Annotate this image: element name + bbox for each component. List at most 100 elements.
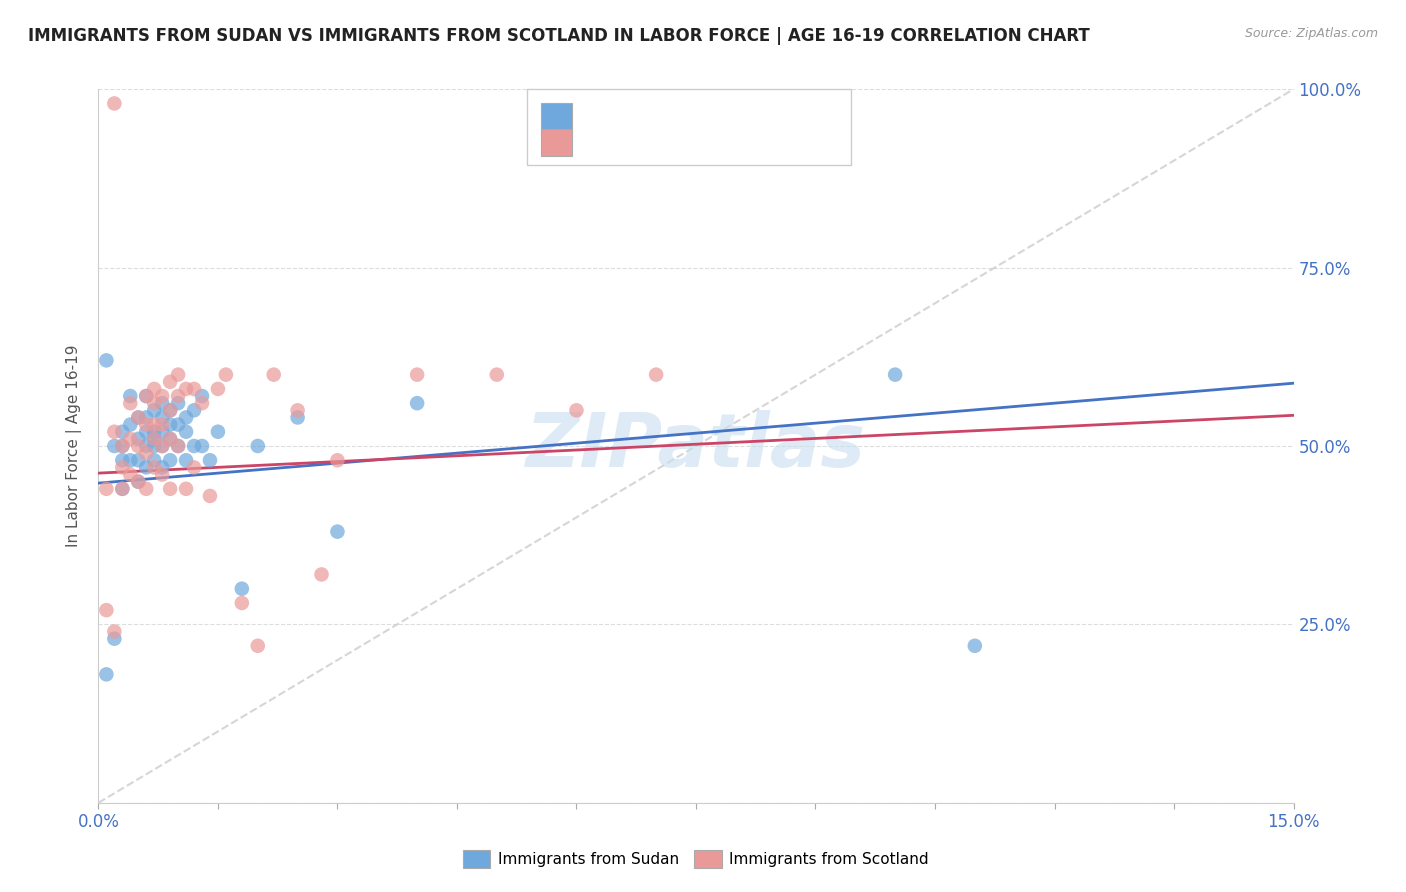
Point [111,439,134,453]
Point [135,446,157,460]
Point [103,632,125,646]
Point [246,639,269,653]
Point [406,368,429,382]
Point [287,410,309,425]
Point [174,425,197,439]
Point [174,382,197,396]
Point [246,439,269,453]
Point [143,432,166,446]
Point [485,368,508,382]
Point [127,475,149,489]
Point [167,439,190,453]
Point [326,524,349,539]
Point [150,439,173,453]
Point [183,460,205,475]
Point [135,389,157,403]
Point [111,425,134,439]
Y-axis label: In Labor Force | Age 16-19: In Labor Force | Age 16-19 [66,344,83,548]
Point [143,439,166,453]
Point [135,482,157,496]
Point [183,403,205,417]
Point [135,410,157,425]
Point [127,410,149,425]
Point [150,467,173,482]
Point [143,403,166,417]
Point [167,389,190,403]
Point [215,368,238,382]
Point [207,382,229,396]
Point [143,396,166,410]
Point [167,439,190,453]
Point [135,439,157,453]
Point [135,389,157,403]
Point [111,482,134,496]
Point [884,368,907,382]
Point [111,482,134,496]
Point [263,368,285,382]
Point [103,439,125,453]
Text: Source: ZipAtlas.com: Source: ZipAtlas.com [1244,27,1378,40]
Point [231,596,253,610]
Point [150,396,173,410]
Point [287,403,309,417]
Point [159,453,181,467]
Point [143,460,166,475]
Point [135,417,157,432]
Point [96,353,118,368]
Text: R = 0.201   N = 53: R = 0.201 N = 53 [581,105,780,124]
Point [150,439,173,453]
Point [159,403,181,417]
Point [183,439,205,453]
Point [150,417,173,432]
Point [198,489,221,503]
Text: IMMIGRANTS FROM SUDAN VS IMMIGRANTS FROM SCOTLAND IN LABOR FORCE | AGE 16-19 COR: IMMIGRANTS FROM SUDAN VS IMMIGRANTS FROM… [28,27,1090,45]
Text: R = 0.284   N = 52: R = 0.284 N = 52 [581,132,782,151]
Point [159,417,181,432]
Text: ZIPatlas: ZIPatlas [526,409,866,483]
Point [207,425,229,439]
Point [120,432,142,446]
Point [231,582,253,596]
Point [127,453,149,467]
Point [143,382,166,396]
Point [111,460,134,475]
Point [135,425,157,439]
Point [135,460,157,475]
Point [96,603,118,617]
Point [174,453,197,467]
Point [159,432,181,446]
Point [127,439,149,453]
Point [167,417,190,432]
Point [167,368,190,382]
Point [183,382,205,396]
Point [311,567,333,582]
Point [150,389,173,403]
Point [174,482,197,496]
Point [111,439,134,453]
Point [96,667,118,681]
Point [127,432,149,446]
Point [159,375,181,389]
Point [127,475,149,489]
Point [150,460,173,475]
Point [645,368,668,382]
Point [103,624,125,639]
Point [167,396,190,410]
Point [406,396,429,410]
Point [159,403,181,417]
Point [963,639,986,653]
Point [120,396,142,410]
Point [96,482,118,496]
Point [111,453,134,467]
Point [143,417,166,432]
Point [120,417,142,432]
Legend: Immigrants from Sudan, Immigrants from Scotland: Immigrants from Sudan, Immigrants from S… [457,844,935,873]
Point [191,389,214,403]
Point [103,96,125,111]
Point [143,425,166,439]
Point [127,410,149,425]
Point [143,453,166,467]
Point [150,410,173,425]
Point [120,453,142,467]
Point [174,410,197,425]
